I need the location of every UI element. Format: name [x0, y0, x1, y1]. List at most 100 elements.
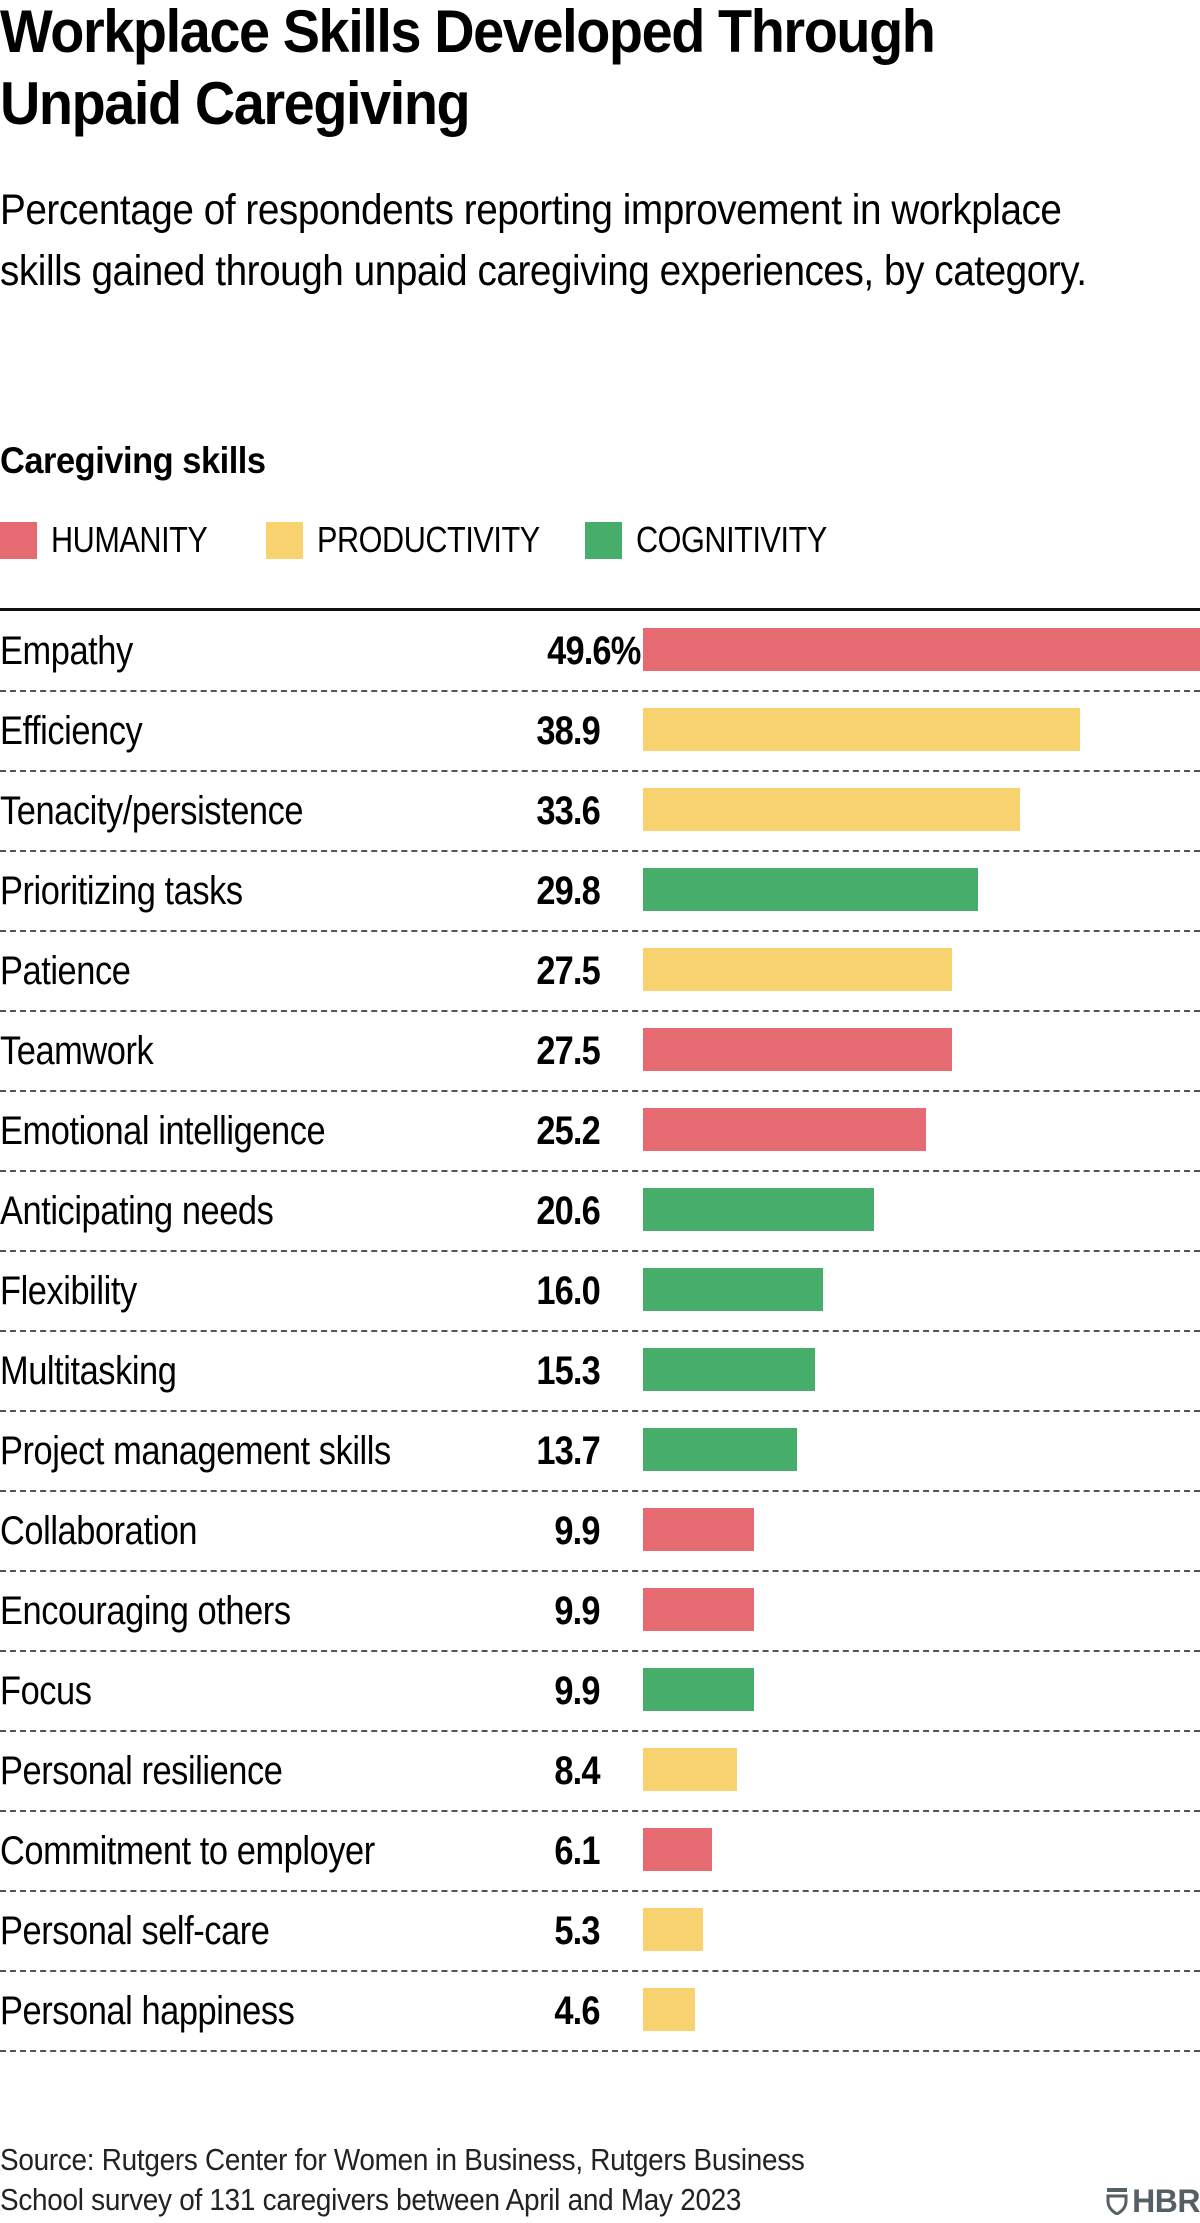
bar-row: Efficiency 38.9 [0, 691, 1200, 771]
value-label: 9.9 [554, 1589, 601, 1633]
legend-item-cognitivity: COGNITIVITY [585, 519, 861, 560]
row-separator [0, 1090, 1200, 1092]
category-label: Focus [0, 1669, 92, 1713]
bar-row: Personal self-care 5.3 [0, 1891, 1200, 1971]
bar-row: Patience 27.5 [0, 931, 1200, 1011]
bar-row: Collaboration 9.9 [0, 1491, 1200, 1571]
hbr-logo: HBR [1106, 2183, 1200, 2219]
value-label: 15.3 [536, 1349, 600, 1393]
row-separator [0, 1890, 1200, 1892]
value-label: 20.6 [536, 1189, 600, 1233]
category-label: Tenacity/persistence [0, 789, 304, 833]
bar-row: Flexibility 16.0 [0, 1251, 1200, 1331]
chart-title: Workplace Skills Developed Through Unpai… [0, 0, 1116, 140]
bar-cognitivity [643, 1428, 797, 1471]
logo-text: HBR [1132, 2182, 1200, 2219]
category-label: Efficiency [0, 709, 143, 753]
title-line-1: Workplace Skills Developed Through [0, 0, 936, 65]
bar-row: Focus 9.9 [0, 1651, 1200, 1731]
bar-humanity [643, 1828, 712, 1871]
legend-swatch-cognitivity [585, 521, 622, 559]
legend-label-productivity: PRODUCTIVITY [317, 519, 540, 560]
value-label: 25.2 [536, 1109, 600, 1153]
shield-icon [1106, 2188, 1128, 2215]
bar-row: Commitment to employer 6.1 [0, 1811, 1200, 1891]
row-separator [0, 1810, 1200, 1812]
category-label: Personal happiness [0, 1989, 295, 2033]
value-label: 38.9 [536, 709, 600, 753]
value-label: 49.6% [546, 629, 641, 673]
bar-row: Tenacity/persistence 33.6 [0, 771, 1200, 851]
value-label: 4.6 [554, 1989, 601, 2033]
legend-label-cognitivity: COGNITIVITY [636, 519, 827, 560]
row-separator [0, 770, 1200, 772]
value-label: 27.5 [536, 949, 600, 993]
bar-row: Personal resilience 8.4 [0, 1731, 1200, 1811]
value-label: 8.4 [554, 1749, 601, 1793]
category-label: Personal resilience [0, 1749, 283, 1793]
title-line-2: Unpaid Caregiving [0, 70, 471, 137]
bar-row: Personal happiness 4.6 [0, 1971, 1200, 2051]
chart-subtitle: Percentage of respondents reporting impr… [0, 186, 1087, 295]
category-label: Emotional intelligence [0, 1109, 326, 1153]
legend-item-humanity: HUMANITY [0, 519, 235, 560]
bar-productivity [643, 708, 1080, 751]
bar-cognitivity [643, 1348, 815, 1391]
row-separator [0, 1250, 1200, 1252]
bar-row: Teamwork 27.5 [0, 1011, 1200, 1091]
value-label: 13.7 [536, 1429, 600, 1473]
bar-row: Anticipating needs 20.6 [0, 1171, 1200, 1251]
category-label: Collaboration [0, 1509, 198, 1553]
category-label: Commitment to employer [0, 1829, 375, 1873]
category-label: Prioritizing tasks [0, 869, 243, 913]
source-note: Source: Rutgers Center for Women in Busi… [0, 2140, 805, 2220]
bar-humanity [643, 1108, 926, 1151]
row-separator [0, 1970, 1200, 1972]
value-label: 9.9 [554, 1669, 601, 1713]
row-separator [0, 1330, 1200, 1332]
bar-productivity [643, 788, 1021, 831]
bar-row: Project management skills 13.7 [0, 1411, 1200, 1491]
bar-productivity [643, 1908, 703, 1951]
top-rule [0, 608, 1200, 611]
row-separator [0, 1410, 1200, 1412]
value-label: 9.9 [554, 1509, 601, 1553]
category-label: Patience [0, 949, 131, 993]
row-separator [0, 1010, 1200, 1012]
bar-row: Prioritizing tasks 29.8 [0, 851, 1200, 931]
category-label: Encouraging others [0, 1589, 291, 1633]
category-label: Teamwork [0, 1029, 154, 1073]
row-separator [0, 850, 1200, 852]
source-line-1: Source: Rutgers Center for Women in Busi… [0, 2142, 805, 2177]
value-label: 29.8 [536, 869, 600, 913]
row-separator [0, 2050, 1200, 2052]
bar-humanity [643, 628, 1200, 671]
row-separator [0, 690, 1200, 692]
legend-swatch-humanity [0, 521, 37, 559]
row-separator [0, 1490, 1200, 1492]
row-separator [0, 1650, 1200, 1652]
category-label: Personal self-care [0, 1909, 270, 1953]
bar-humanity [643, 1028, 952, 1071]
bar-row: Encouraging others 9.9 [0, 1571, 1200, 1651]
category-label: Empathy [0, 629, 133, 673]
bar-row: Empathy 49.6% [0, 611, 1200, 691]
bar-cognitivity [643, 868, 978, 911]
value-label: 27.5 [536, 1029, 600, 1073]
category-label: Project management skills [0, 1429, 391, 1473]
category-label: Anticipating needs [0, 1189, 274, 1233]
value-label: 6.1 [554, 1829, 601, 1873]
row-separator [0, 1170, 1200, 1172]
category-label: Multitasking [0, 1349, 177, 1393]
value-label: 5.3 [554, 1909, 601, 1953]
bar-productivity [643, 1988, 695, 2031]
bar-row: Emotional intelligence 25.2 [0, 1091, 1200, 1171]
legend-label-humanity: HUMANITY [51, 519, 208, 560]
row-separator [0, 930, 1200, 932]
category-label: Flexibility [0, 1269, 137, 1313]
bar-cognitivity [643, 1188, 875, 1231]
row-separator [0, 1730, 1200, 1732]
bar-row: Multitasking 15.3 [0, 1331, 1200, 1411]
legend-item-productivity: PRODUCTIVITY [266, 519, 579, 560]
row-separator [0, 1570, 1200, 1572]
